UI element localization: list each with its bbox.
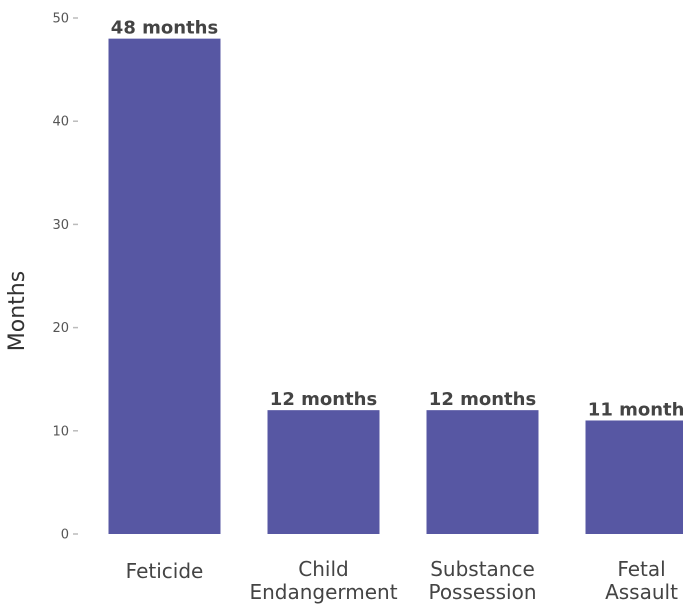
bar: [426, 410, 539, 534]
x-category-label: Child: [298, 557, 348, 581]
x-category-label: Endangerment: [249, 580, 397, 604]
y-tick-label: 10: [52, 424, 69, 439]
bar-value-label: 11 months: [588, 399, 683, 420]
bar-value-label: 48 months: [111, 18, 218, 39]
y-tick-label: 50: [52, 12, 69, 27]
y-tick-label: 30: [52, 218, 69, 233]
x-category-label: Possession: [428, 580, 536, 604]
y-tick-label: 0: [61, 528, 69, 543]
y-tick-label: 40: [52, 115, 69, 130]
x-category-label: Assault: [605, 580, 678, 604]
x-category-label: Substance: [430, 557, 535, 581]
y-axis-label: Months: [5, 271, 30, 351]
bar: [585, 420, 683, 534]
x-category-label: Feticide: [126, 559, 204, 583]
bar: [108, 38, 221, 534]
bar-value-label: 12 months: [270, 389, 377, 410]
bar: [267, 410, 380, 534]
data-labels: 48 months 12 months 12 months 11 months: [111, 18, 683, 421]
bar-value-label: 12 months: [429, 389, 536, 410]
bars: [108, 38, 683, 534]
y-axis: 0 10 20 30 40 50: [52, 12, 78, 543]
y-tick-label: 20: [52, 321, 69, 336]
x-category-label: Fetal: [617, 557, 665, 581]
